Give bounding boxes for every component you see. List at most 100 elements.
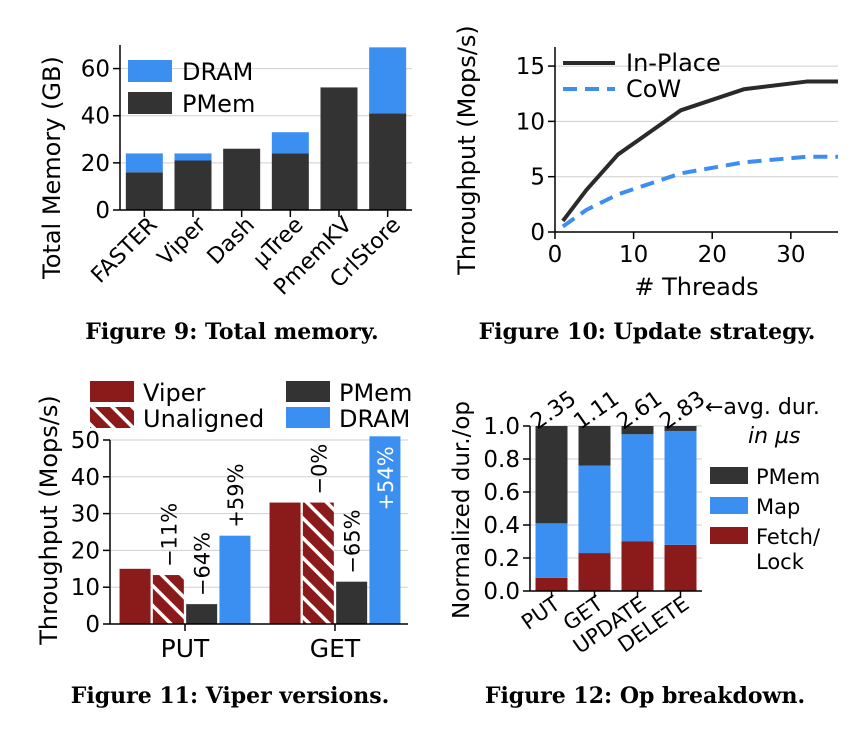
x-axis-label: # Threads (634, 273, 758, 301)
bar-unaligned (302, 502, 334, 624)
bar-dram (174, 153, 212, 161)
data-label: −11% (157, 503, 181, 567)
legend-label-pmem: PMem (339, 379, 412, 407)
data-label: −65% (341, 509, 365, 573)
legend-label-dram: DRAM (339, 405, 410, 433)
legend-label-in-place: In-Place (626, 49, 721, 77)
bar-pmem (186, 604, 218, 624)
data-label: +59% (224, 463, 248, 527)
legend-label-unaligned: Unaligned (143, 405, 264, 433)
figure-12-caption: Figure 12: Op breakdown. (485, 683, 805, 709)
bar-pmem (369, 113, 407, 210)
bar-segment-fetch-lock (664, 544, 697, 591)
legend-swatch-dram (286, 407, 330, 428)
x-tick-label: PUT (161, 634, 210, 663)
bar-dram (271, 132, 309, 154)
bar-pmem (336, 581, 368, 624)
bar-pmem (271, 153, 309, 210)
bar-viper (119, 568, 151, 624)
y-tick-label: 20 (71, 538, 100, 564)
data-label: +54% (374, 446, 398, 510)
bar-segment-map (621, 434, 654, 542)
bar-pmem (174, 160, 212, 210)
data-label: −64% (191, 532, 215, 596)
legend-label-fetch-lock: Lock (756, 550, 805, 574)
y-tick-label: 20 (81, 151, 110, 177)
figure-11-caption: Figure 11: Viper versions. (71, 683, 390, 709)
y-tick-label: 0.8 (483, 447, 520, 473)
legend-label-cow: CoW (626, 75, 681, 103)
annotation-line-2: in µs (748, 424, 801, 449)
bar-viper (269, 502, 301, 624)
y-tick-label: 30 (71, 502, 100, 528)
legend-swatch-fetch-lock (710, 527, 748, 544)
bar-segment-fetch-lock (578, 553, 611, 591)
figure-10-chart: 0 5 10 15 0 10 20 30 # Threads Throughput (Mops/s… (453, 25, 839, 301)
legend-label-map: Map (756, 495, 800, 519)
legend-label-pmem: PMem (756, 465, 820, 489)
y-axis-label: Throughput (Mops/s) (453, 25, 481, 275)
y-tick-label: 0 (85, 612, 100, 638)
y-tick-label: 15 (516, 54, 545, 80)
legend-swatch-pmem (710, 467, 748, 484)
y-tick-label: 0.2 (483, 546, 520, 572)
data-label: −0% (307, 444, 331, 495)
y-tick-label: 10 (516, 109, 545, 135)
legend-label-viper: Viper (143, 379, 206, 407)
y-axis-label: Total Memory (GB) (38, 56, 66, 280)
y-tick-label: 60 (81, 57, 110, 83)
legend-swatch-map (710, 497, 748, 514)
x-tick-label: 30 (776, 242, 805, 268)
legend-swatch-pmem (128, 92, 172, 114)
legend-swatch-pmem (286, 381, 330, 402)
x-tick-label: 10 (619, 242, 648, 268)
y-tick-label: 0 (95, 198, 110, 224)
x-tick-label: Dash (203, 213, 260, 270)
y-tick-label: 50 (71, 428, 100, 454)
x-tick-label: 20 (698, 242, 727, 268)
x-tick-label: 0 (548, 242, 563, 268)
y-tick-label: 0.4 (483, 513, 520, 539)
bar-dram (125, 153, 163, 173)
figure-12-chart: 0.00.20.40.60.81.0PUT2.35GET1.11UPDATE2.… (449, 386, 821, 658)
y-tick-label: 0 (530, 220, 545, 246)
bar-dram (369, 436, 401, 624)
bar-dram (369, 47, 407, 114)
x-tick-label: PUT (517, 591, 564, 634)
y-tick-label: 0.6 (483, 480, 520, 506)
x-tick-label: GET (310, 634, 361, 663)
legend-swatch-dram (128, 60, 172, 82)
y-axis-label: Normalized dur./op (449, 401, 475, 619)
bar-segment-map (535, 523, 568, 578)
legend-swatch-unaligned (90, 407, 134, 428)
bar-segment-fetch-lock (621, 541, 654, 591)
y-tick-label: 10 (71, 575, 100, 601)
y-tick-label: 40 (71, 465, 100, 491)
bar-segment-map (578, 465, 611, 554)
y-tick-label: 1.0 (483, 414, 520, 440)
figure-9-caption: Figure 9: Total memory. (85, 319, 378, 345)
y-tick-label: 5 (530, 165, 545, 191)
bar-pmem (223, 148, 261, 210)
figure-11-chart: 0 10 20 30 40 50 −11% −64% +59% PUT −0% −65% +54% GET… (35, 379, 412, 663)
bar-segment-fetch-lock (535, 577, 568, 591)
annotation-line-1: ←avg. dur. (705, 395, 820, 420)
y-axis-label: Throughput (Mops/s) (35, 395, 63, 645)
bar-segment-pmem (621, 426, 654, 435)
legend-label-pmem: PMem (182, 90, 255, 118)
x-tick-label: Viper (153, 212, 212, 271)
legend-label-dram: DRAM (182, 58, 253, 86)
bar-segment-pmem (664, 426, 697, 431)
bar-segment-pmem (535, 426, 568, 524)
bar-segment-pmem (578, 426, 611, 466)
y-tick-label: 40 (81, 104, 110, 130)
bar-unaligned (152, 575, 184, 624)
bar-pmem (320, 87, 358, 210)
figure-10-caption: Figure 10: Update strategy. (479, 319, 816, 345)
bar-pmem (125, 172, 163, 210)
y-tick-label: 0.0 (483, 579, 520, 605)
bar-segment-map (664, 430, 697, 545)
bar-dram (219, 535, 251, 624)
legend-label-fetch-lock: Fetch/ (756, 525, 821, 549)
